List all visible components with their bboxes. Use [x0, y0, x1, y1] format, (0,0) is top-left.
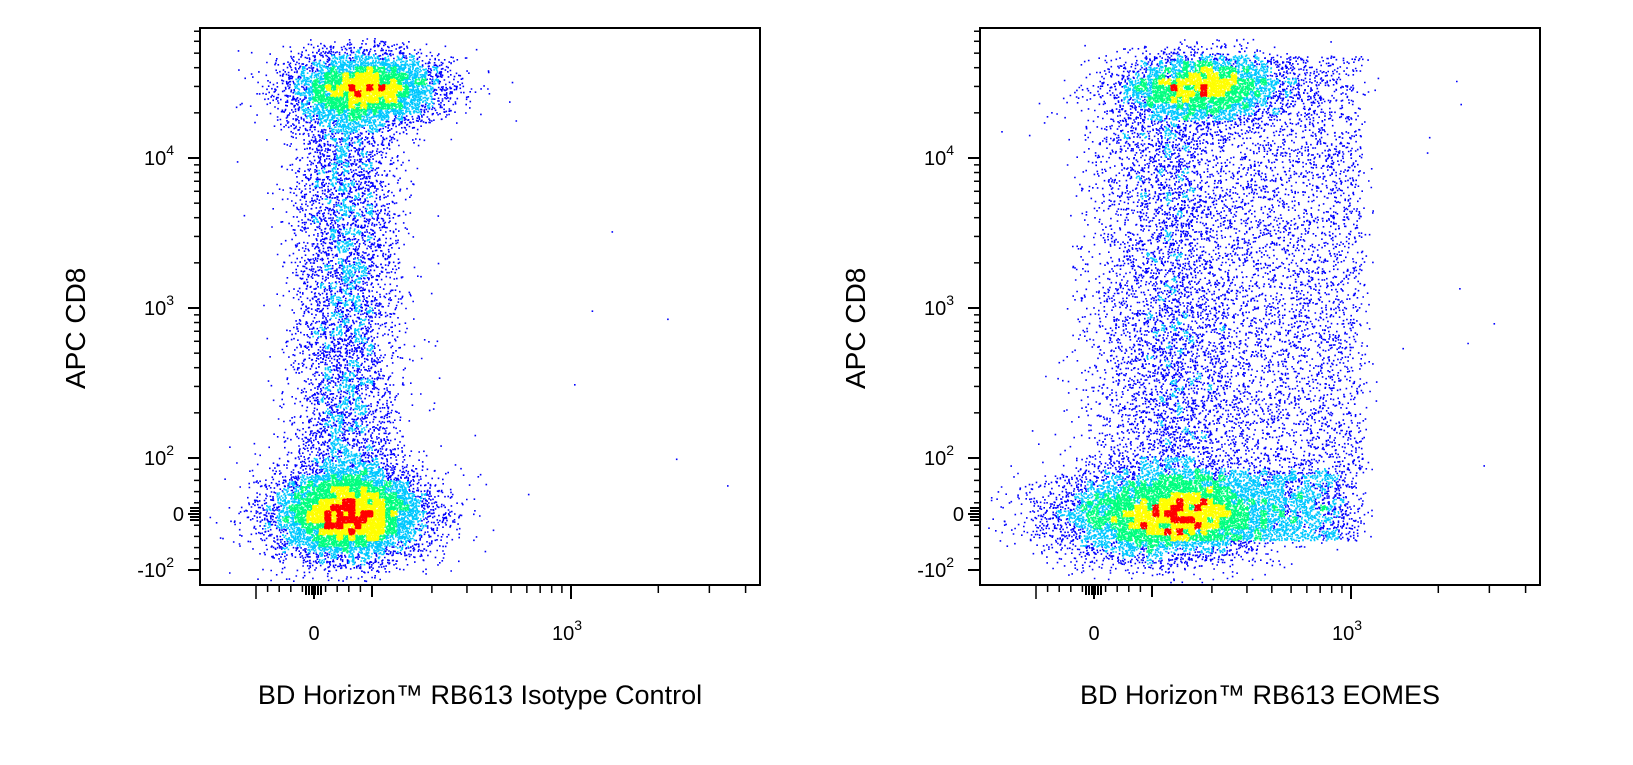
- y-tick-label: 0: [173, 504, 184, 526]
- density-point-group: [264, 48, 440, 566]
- y-tick-exponent: 2: [946, 554, 954, 570]
- x-axis-label: BD Horizon™ RB613 Isotype Control: [257, 680, 703, 710]
- y-tick-label: 0: [953, 504, 964, 526]
- y-tick-label: 104: [924, 142, 954, 170]
- y-tick-label: -102: [137, 554, 174, 582]
- y-axis-label: APC CD8: [840, 267, 871, 389]
- x-tick-label: 103: [552, 617, 582, 645]
- x-axis-label: BD Horizon™ RB613 EOMES: [1079, 680, 1441, 710]
- y-tick-exponent: 3: [166, 292, 174, 308]
- y-tick-label: 103: [144, 292, 174, 320]
- density-point-group: [209, 38, 729, 583]
- y-axis-label: APC CD8: [60, 267, 91, 389]
- y-tick-exponent: 4: [946, 142, 954, 158]
- scatter-plot-right: -102 0 102 103 104 0 103: [917, 27, 1541, 645]
- data-points: [209, 38, 729, 583]
- y-tick-label: -102: [917, 554, 954, 582]
- x-tick-label: 0: [1088, 623, 1099, 645]
- density-point-group: [282, 66, 428, 554]
- y-tick-exponent: 3: [946, 292, 954, 308]
- y-tick-exponent: 2: [166, 554, 174, 570]
- density-point-group: [988, 38, 1496, 584]
- plot-frame: [979, 27, 1541, 586]
- y-tick-label: 104: [144, 142, 174, 170]
- x-tick-exponent: 3: [574, 617, 582, 633]
- y-axis-ticks: -102 0 102 103 104: [917, 30, 980, 582]
- x-tick-label: 0: [308, 623, 319, 645]
- plot-panel-right: -102 0 102 103 104 0 103 APC CD8 BD Horizon™ R…: [780, 0, 1580, 765]
- plot-panel-left: -102 0 102 103 104 0 103 APC CD8 BD Horizon™ R…: [0, 0, 800, 765]
- x-axis-ticks: 0 103: [255, 585, 747, 645]
- scatter-plot-left: -102 0 102 103 104 0 103: [137, 27, 761, 645]
- data-points: [988, 38, 1496, 584]
- y-tick-label: 102: [924, 442, 954, 470]
- x-tick-exponent: 3: [1354, 617, 1362, 633]
- y-tick-label: 102: [144, 442, 174, 470]
- density-point-group: [1056, 54, 1345, 565]
- density-point-group: [1080, 60, 1328, 554]
- y-tick-exponent: 2: [166, 442, 174, 458]
- y-tick-exponent: 4: [166, 142, 174, 158]
- x-tick-label: 103: [1332, 617, 1362, 645]
- y-tick-label: 103: [924, 292, 954, 320]
- x-axis-ticks: 0 103: [1035, 585, 1527, 645]
- y-tick-exponent: 2: [946, 442, 954, 458]
- y-axis-ticks: -102 0 102 103 104: [137, 30, 200, 582]
- plot-frame: [199, 27, 761, 586]
